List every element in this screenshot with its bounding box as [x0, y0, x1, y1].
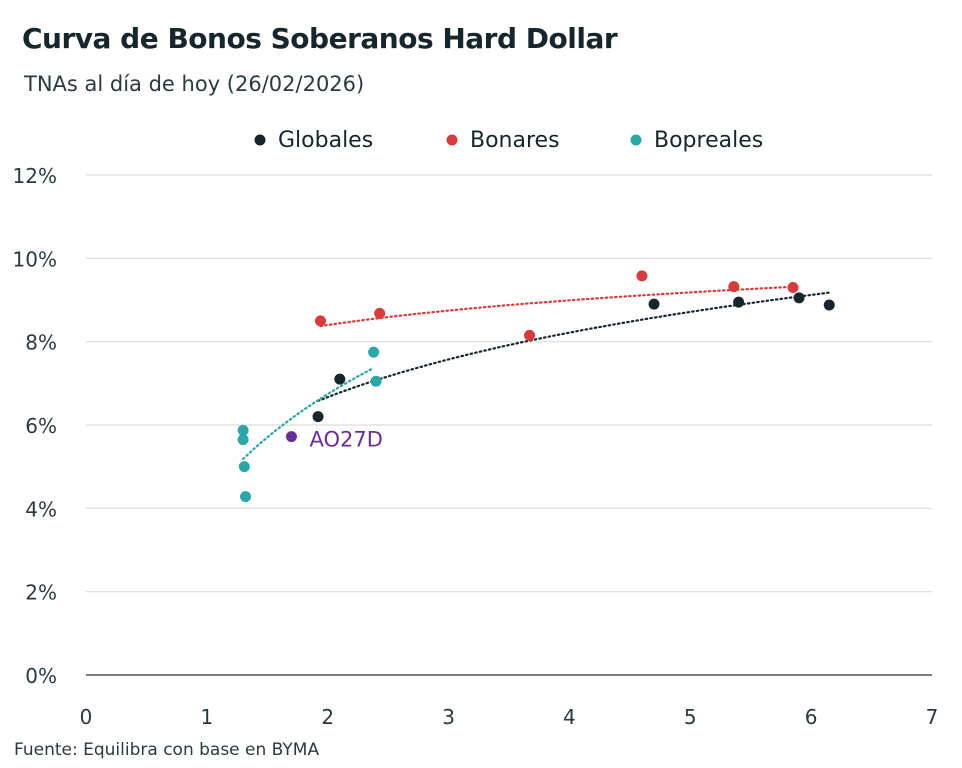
x-tick-label: 5: [684, 705, 697, 729]
point-bopreales: [238, 461, 250, 473]
x-tick-label: 7: [926, 705, 939, 729]
point-bonares: [787, 282, 799, 293]
point-bopreales: [237, 424, 249, 436]
legend: Globales Bonares Bopreales: [254, 128, 763, 153]
legend-label-bopreales: Bopreales: [654, 128, 763, 153]
point-bonares: [374, 307, 386, 319]
y-axis-ticks: 0% 2% 4% 6% 8% 10% 12%: [13, 164, 57, 688]
trendline-bonares: [319, 285, 795, 328]
x-tick-label: 4: [563, 705, 576, 729]
legend-marker-bonares: [446, 134, 458, 146]
point-globales: [733, 296, 745, 308]
trendlines: [242, 285, 831, 460]
legend-label-bonares: Bonares: [470, 128, 560, 153]
point-globales: [793, 292, 805, 304]
legend-label-globales: Globales: [278, 128, 373, 153]
y-tick-label: 6%: [25, 414, 57, 438]
point-bopreales: [237, 434, 249, 446]
point-globales: [648, 298, 660, 310]
chart-subtitle: TNAs al día de hoy (26/02/2026): [24, 72, 365, 96]
annotations: AO27D: [285, 428, 383, 452]
point-bopreales: [368, 346, 380, 358]
y-tick-label: 10%: [13, 247, 57, 271]
y-tick-label: 8%: [25, 331, 57, 355]
y-tick-label: 2%: [25, 581, 57, 605]
point-globales: [312, 411, 324, 423]
trendline-bopreales: [242, 366, 375, 460]
point-bonares: [314, 315, 326, 327]
x-tick-label: 0: [80, 705, 93, 729]
chart-title: Curva de Bonos Soberanos Hard Dollar: [22, 22, 618, 55]
point-bopreales: [370, 375, 382, 387]
grid-lines: [86, 174, 932, 593]
x-tick-label: 2: [321, 705, 334, 729]
x-tick-label: 3: [442, 705, 455, 729]
legend-marker-bopreales: [630, 134, 642, 146]
point-globales: [334, 373, 346, 385]
x-axis-ticks: 0 1 2 3 4 5 6 7: [80, 705, 939, 729]
point-bonares: [636, 270, 648, 282]
y-tick-label: 0%: [25, 664, 57, 688]
legend-marker-globales: [254, 134, 266, 146]
trendline-globales: [316, 291, 831, 402]
x-tick-label: 1: [200, 705, 213, 729]
annotation-point: [285, 431, 297, 443]
source-note: Fuente: Equilibra con base en BYMA: [14, 740, 320, 760]
point-bonares: [524, 329, 536, 341]
point-bopreales: [240, 491, 252, 503]
y-tick-label: 12%: [13, 164, 57, 188]
point-bonares: [728, 281, 740, 293]
data-points: [237, 270, 835, 503]
y-tick-label: 4%: [25, 497, 57, 521]
x-tick-label: 6: [805, 705, 818, 729]
annotation-label: AO27D: [309, 428, 382, 452]
point-globales: [823, 299, 835, 311]
